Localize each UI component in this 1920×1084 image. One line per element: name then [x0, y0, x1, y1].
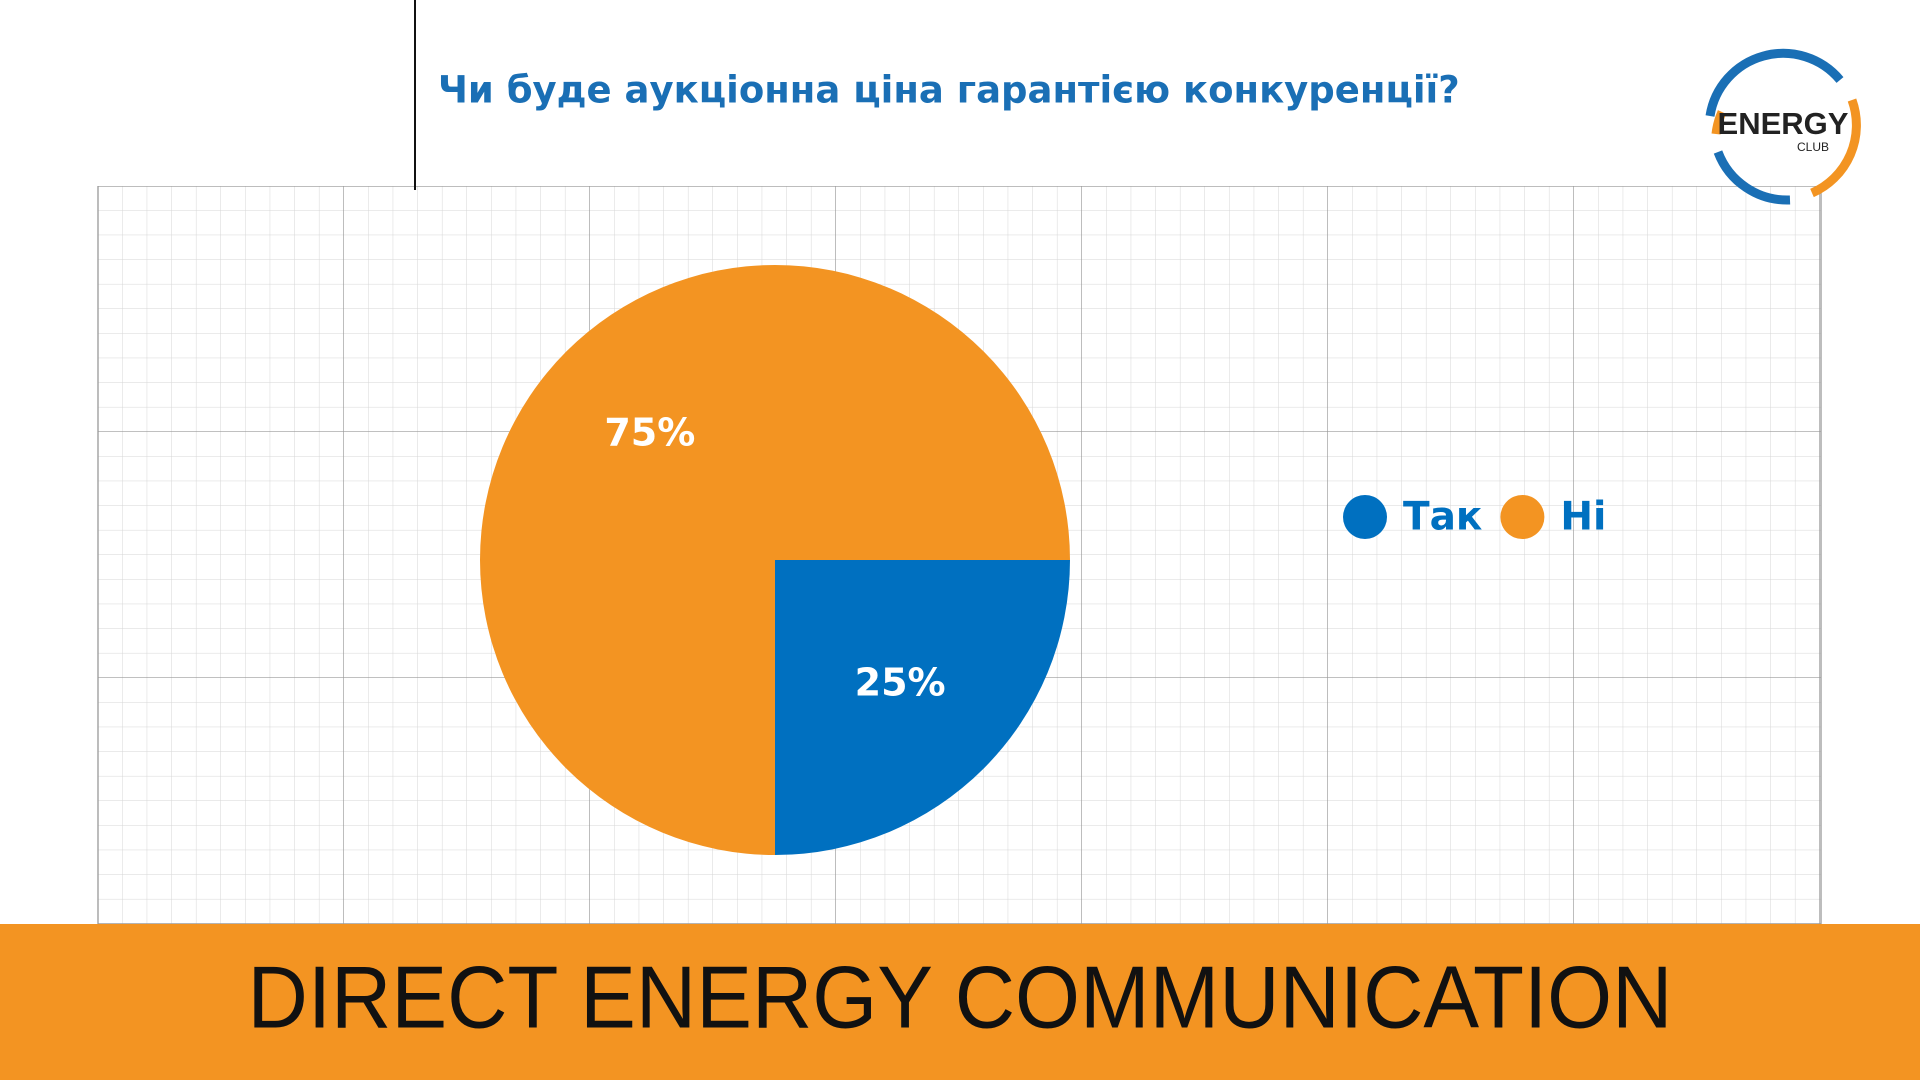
- legend-label: Так: [1403, 495, 1482, 540]
- pie-slice: [480, 265, 1070, 855]
- legend-label: Ні: [1560, 495, 1606, 540]
- legend-marker: [1500, 495, 1545, 539]
- logo: ENERGY CLUB: [1705, 48, 1861, 205]
- footer-band: [0, 924, 1920, 1080]
- logo-title: ENERGY: [1718, 106, 1849, 141]
- pie-slice: [775, 560, 1070, 855]
- footer-text: DIRECT ENERGY COMMUNICATION: [248, 947, 1673, 1046]
- data-label: 75%: [604, 410, 695, 454]
- legend-marker: [1343, 495, 1387, 539]
- chart-title: Чи буде аукціонна ціна гарантією конкуре…: [438, 69, 1460, 112]
- header-background: [0, 0, 1920, 186]
- logo-subtitle: CLUB: [1797, 140, 1829, 154]
- data-label: 25%: [855, 661, 946, 705]
